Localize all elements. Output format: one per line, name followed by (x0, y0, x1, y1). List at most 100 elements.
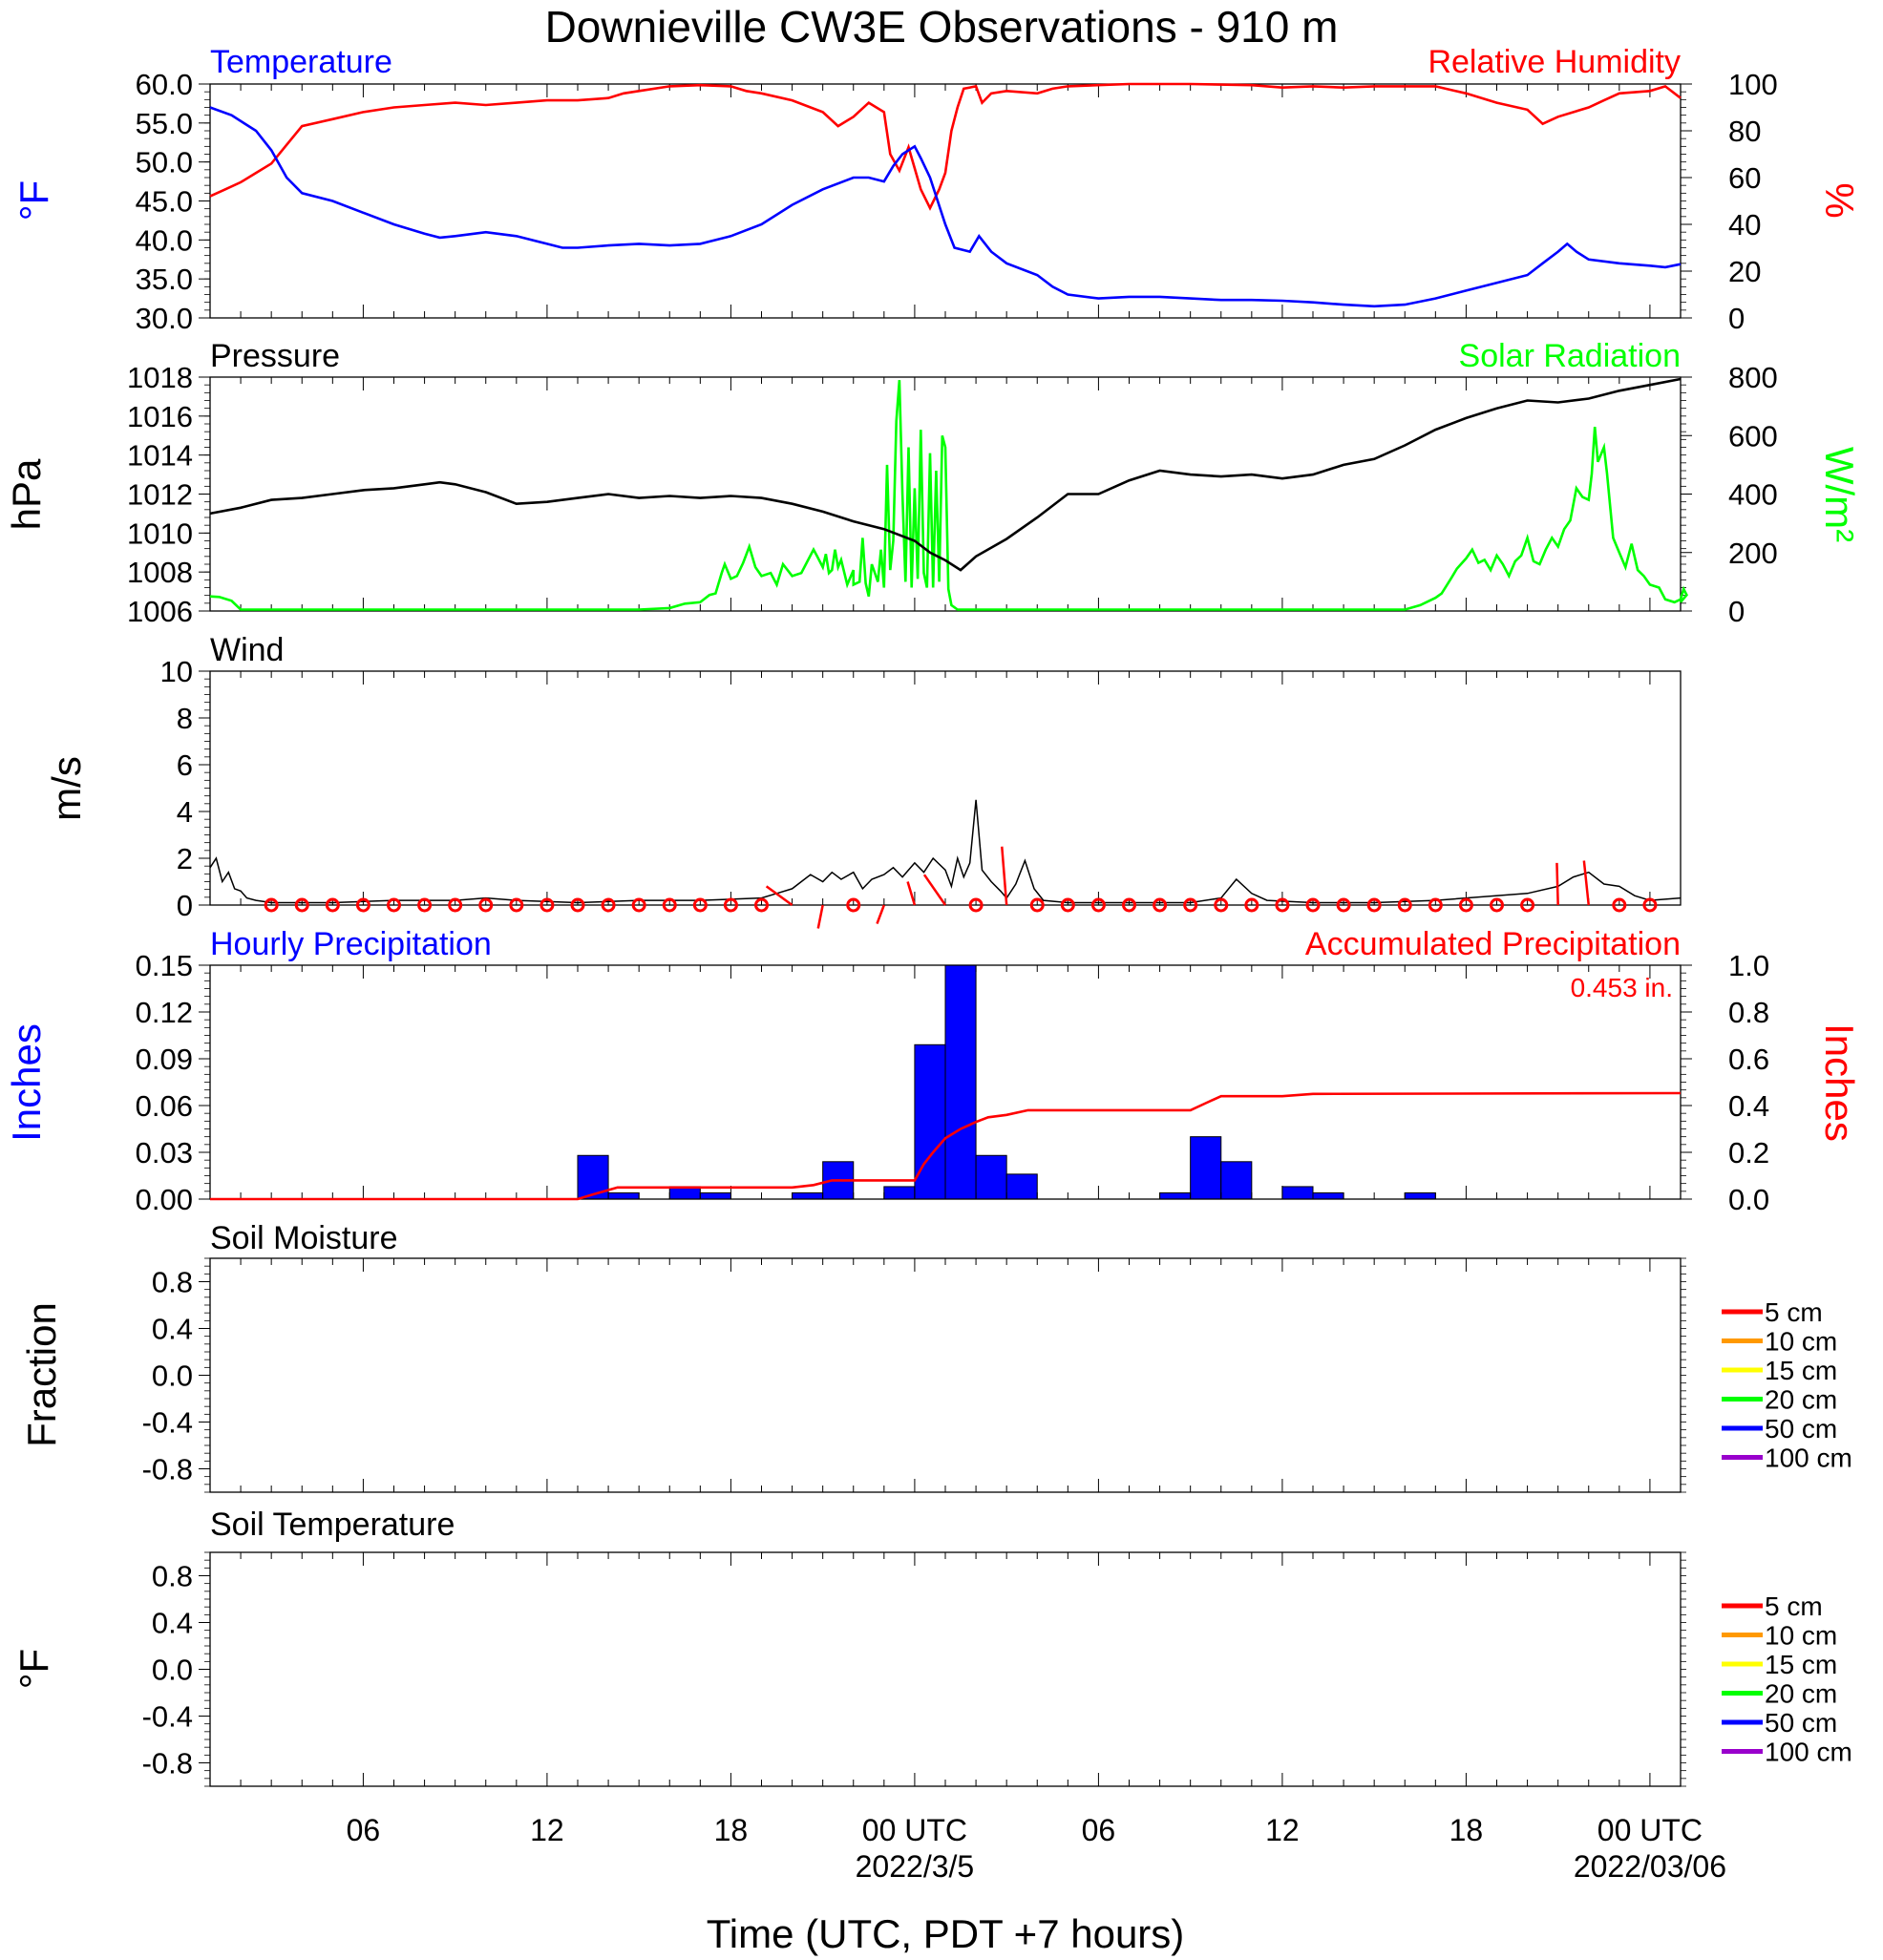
y2-tick-label: 100 (1728, 68, 1778, 101)
calm-wind-marker (1122, 897, 1136, 913)
calm-wind-marker (1520, 897, 1535, 913)
x-tick-label: 06 (347, 1813, 381, 1847)
accumulated-precip-line (210, 1091, 1682, 1201)
panel-title-left: Pressure (210, 338, 340, 374)
panel-title-right: Relative Humidity (1428, 44, 1681, 80)
legend-label: 5 cm (1765, 1297, 1823, 1327)
y-tick-label: 30.0 (136, 302, 193, 335)
precip-bar (1404, 1191, 1436, 1200)
y-tick-label: 35.0 (136, 263, 193, 296)
panel-title-left: Soil Moisture (210, 1220, 398, 1256)
y-tick-label: 1014 (127, 439, 193, 473)
precip-bar (1005, 1173, 1038, 1200)
y-tick-label: 0.03 (136, 1136, 193, 1170)
y2-tick-label: 20 (1728, 255, 1761, 288)
calm-wind-marker (1642, 897, 1658, 913)
calm-wind-marker (1490, 897, 1504, 913)
panel-title-left: Wind (210, 632, 284, 668)
precip-bar (944, 964, 977, 1200)
y-tick-label: 1016 (127, 400, 193, 433)
y-tick-label: 0.8 (152, 1266, 193, 1299)
x-tick-date-label: 2022/3/5 (856, 1849, 975, 1884)
precip-bar (1190, 1136, 1222, 1200)
y2-tick-label: 600 (1728, 419, 1778, 453)
y2-tick-label: 0.2 (1728, 1136, 1769, 1170)
precip-bar (914, 1043, 946, 1200)
calm-wind-marker (1275, 897, 1290, 913)
y-tick-label: 6 (177, 748, 193, 782)
legend-label: 5 cm (1765, 1591, 1823, 1621)
y-axis-label-left: m/s (44, 756, 89, 821)
panel-title-left: Temperature (210, 44, 392, 80)
y-tick-label: 8 (177, 702, 193, 735)
x-tick-label: 18 (1449, 1813, 1484, 1847)
calm-wind-marker (570, 897, 585, 913)
legend-label: 50 cm (1765, 1708, 1837, 1738)
y-tick-label: 60.0 (136, 68, 193, 101)
wind-barb (1582, 860, 1590, 906)
y2-tick-label: 800 (1728, 361, 1778, 394)
panel-precipitation: 0.15 0.12 0.09 0.06 0.03 0.00 1.0 0.8 0.6 0.4 0.2 0… (4, 926, 1862, 1216)
y-tick-label: 2 (177, 842, 193, 875)
calm-wind-marker (1090, 897, 1106, 913)
y-tick-label: -0.4 (142, 1700, 193, 1734)
legend-label: 100 cm (1765, 1738, 1852, 1767)
y-tick-label: 45.0 (136, 185, 193, 219)
y-tick-label: 1012 (127, 478, 193, 512)
precip-bar (1312, 1191, 1344, 1200)
panel-title-left: Soil Temperature (210, 1507, 455, 1543)
panel-soil-moisture: 0.8 0.4 0.0 -0.4 -0.8 Soil Moisture Fraction 5 … (19, 1220, 1852, 1493)
legend-label: 15 cm (1765, 1356, 1837, 1385)
panel-title-right: Solar Radiation (1459, 338, 1681, 374)
x-tick-date-label: 2022/03/06 (1574, 1849, 1726, 1884)
panel-wind: 10 8 6 4 2 0 Wind m/s (44, 632, 1682, 929)
calm-wind-marker (662, 897, 677, 913)
y-tick-label: 1006 (127, 595, 193, 628)
y-tick-label: 0.06 (136, 1089, 193, 1123)
y2-tick-label: 0.6 (1728, 1043, 1769, 1076)
panel-title-left: Hourly Precipitation (210, 926, 492, 962)
y-tick-label: 40.0 (136, 223, 193, 257)
calm-wind-marker (1428, 897, 1443, 913)
y-tick-label: -0.8 (142, 1453, 193, 1486)
legend-label: 50 cm (1765, 1414, 1837, 1444)
x-axis-label: Time (UTC, PDT +7 hours) (707, 1911, 1185, 1956)
precip-bar (975, 1154, 1007, 1200)
calm-wind-marker (1366, 897, 1382, 913)
calm-wind-marker (325, 897, 340, 913)
panel-temperature-humidity: 60.0 55.0 50.0 45.0 40.0 35.0 30.0 100 80 60 40 20 0… (11, 44, 1862, 335)
calm-wind-marker (1612, 897, 1627, 913)
y2-tick-label: 80 (1728, 115, 1761, 148)
y-axis-label-left: hPa (4, 458, 49, 530)
calm-wind-marker (631, 897, 646, 913)
calm-wind-marker (509, 897, 524, 913)
y-axis-label-right: W/m² (1817, 447, 1862, 542)
legend-label: 15 cm (1765, 1650, 1837, 1679)
legend-label: 20 cm (1765, 1679, 1837, 1709)
calm-wind-marker (1244, 897, 1259, 913)
y2-tick-label: 400 (1728, 478, 1778, 512)
y-tick-label: 0.00 (136, 1183, 193, 1216)
y-tick-label: 0.4 (152, 1607, 193, 1640)
y-tick-label: 55.0 (136, 107, 193, 140)
accumulated-total-label: 0.453 in. (1571, 973, 1673, 1002)
legend-label: 10 cm (1765, 1621, 1837, 1651)
y-tick-label: 50.0 (136, 146, 193, 179)
x-tick-label: 12 (530, 1813, 564, 1847)
y-tick-label: 1008 (127, 556, 193, 589)
y-tick-label: 0.0 (152, 1359, 193, 1393)
calm-wind-marker (846, 897, 861, 913)
pressure-line (209, 377, 1682, 572)
precip-bar (1220, 1161, 1253, 1200)
y-tick-label: 1018 (127, 361, 193, 394)
chart-title: Downieville CW3E Observations - 910 m (545, 2, 1339, 52)
y-axis-label-left: °F (11, 180, 56, 221)
legend-label: 20 cm (1765, 1385, 1837, 1415)
x-tick-label: 18 (714, 1813, 749, 1847)
precip-bar (1159, 1191, 1192, 1200)
y-tick-label: 0.8 (152, 1560, 193, 1593)
y2-tick-label: 40 (1728, 208, 1761, 242)
y-tick-label: 0.15 (136, 949, 193, 982)
precip-bar (792, 1191, 824, 1200)
